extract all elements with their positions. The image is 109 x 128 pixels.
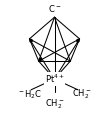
Text: C$^-$: C$^-$	[48, 3, 61, 14]
Text: Pt$^{4+}$: Pt$^{4+}$	[45, 73, 64, 85]
Circle shape	[30, 40, 32, 42]
Text: CH$_2^-$: CH$_2^-$	[45, 97, 64, 111]
Circle shape	[39, 58, 41, 61]
Circle shape	[77, 40, 79, 42]
Text: $^-$H$_2$C: $^-$H$_2$C	[17, 88, 42, 100]
Text: CH$_2^-$: CH$_2^-$	[72, 88, 92, 101]
